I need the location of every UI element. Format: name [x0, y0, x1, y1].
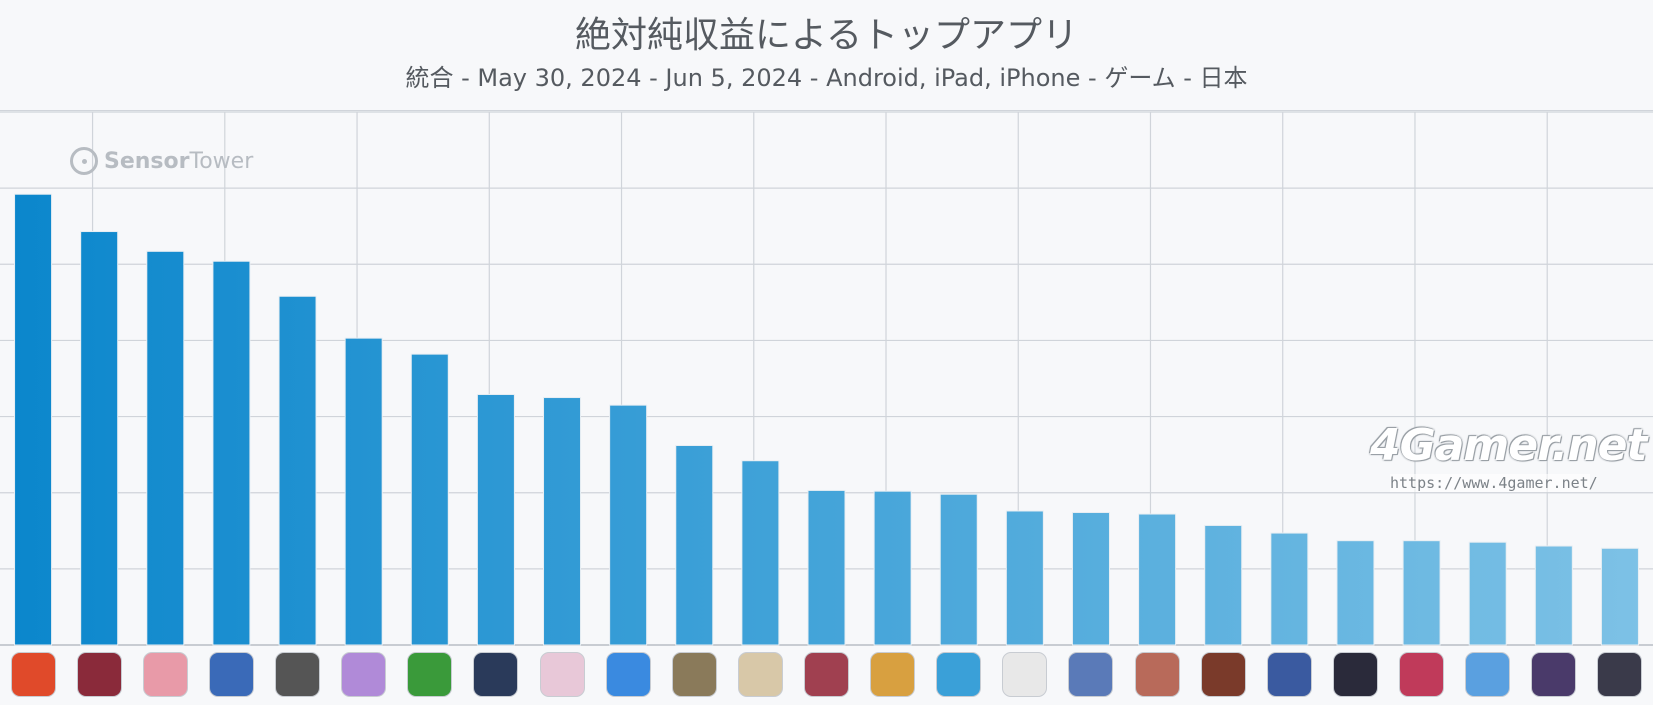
pokeball-icon[interactable]: [1002, 652, 1048, 697]
sensor-tower-watermark: SensorTower: [70, 144, 253, 178]
tsum-tsum-icon[interactable]: [936, 652, 982, 697]
blonde-girl-icon[interactable]: [737, 652, 783, 697]
bar-25[interactable]: [1600, 547, 1639, 646]
bar-1[interactable]: [14, 193, 53, 646]
bar-16[interactable]: [1005, 510, 1044, 646]
math-puzzle-icon[interactable]: [1465, 652, 1511, 697]
red-music-girl-icon[interactable]: [1399, 652, 1445, 697]
bar-chart: [0, 111, 1653, 646]
bar-12[interactable]: [741, 460, 780, 646]
samurai-icon[interactable]: [1200, 652, 1246, 697]
4gamer-url-watermark: https://www.4gamer.net/: [1390, 474, 1598, 492]
dark-robot-icon[interactable]: [473, 652, 519, 697]
white-hair-girl-icon[interactable]: [539, 652, 585, 697]
green-mushroom-icon[interactable]: [407, 652, 453, 697]
red-monster-icon[interactable]: [10, 652, 56, 697]
purple-anime-girl-icon[interactable]: [341, 652, 387, 697]
sensor-tower-logo-icon: [70, 147, 98, 175]
bar-8[interactable]: [476, 393, 515, 646]
bar-2[interactable]: [80, 231, 119, 646]
bar-9[interactable]: [543, 397, 582, 646]
bar-19[interactable]: [1204, 524, 1243, 646]
bar-4[interactable]: [212, 260, 251, 646]
bar-18[interactable]: [1138, 513, 1177, 646]
bar-24[interactable]: [1534, 545, 1573, 646]
black-hair-girl-icon[interactable]: [1597, 652, 1643, 697]
red-hair-girl-icon[interactable]: [804, 652, 849, 697]
4gamer-logo-watermark: 4Gamer.net: [1370, 420, 1647, 471]
soldier-icon[interactable]: [671, 652, 717, 697]
bar-23[interactable]: [1468, 541, 1507, 646]
bar-13[interactable]: [807, 489, 846, 646]
bar-7[interactable]: [410, 353, 449, 646]
clash-king-icon[interactable]: [870, 652, 916, 697]
bar-6[interactable]: [344, 337, 383, 646]
red-dragon-icon[interactable]: [76, 652, 122, 697]
baseball-team-icon[interactable]: [275, 652, 321, 697]
sensor-tower-word-bold: Sensor: [104, 148, 190, 174]
bar-20[interactable]: [1270, 532, 1309, 646]
chart-title: 絶対純収益によるトップアプリ: [575, 15, 1078, 56]
chart-subtitle: 統合 - May 30, 2024 - Jun 5, 2024 - Androi…: [405, 64, 1248, 92]
bar-14[interactable]: [873, 490, 912, 646]
bar-17[interactable]: [1071, 512, 1110, 646]
bar-3[interactable]: [146, 250, 185, 646]
bar-21[interactable]: [1336, 540, 1375, 646]
bars: [14, 193, 1639, 646]
dark-warrior-icon[interactable]: [1332, 652, 1378, 697]
bar-10[interactable]: [609, 404, 648, 646]
header-divider: [0, 110, 1653, 111]
anime-group-icon[interactable]: [1134, 652, 1180, 697]
bar-22[interactable]: [1402, 540, 1441, 646]
bar-15[interactable]: [939, 493, 978, 646]
blue-planet-icon[interactable]: [1266, 652, 1312, 697]
bar-11[interactable]: [675, 445, 714, 646]
bar-5[interactable]: [278, 295, 317, 646]
pink-hair-girl-icon[interactable]: [142, 652, 188, 697]
white-hair-boy-icon[interactable]: [208, 652, 254, 697]
blue-runner-icon[interactable]: [605, 652, 651, 697]
blue-hair-girl-icon[interactable]: [1068, 652, 1114, 697]
sensor-tower-word-light: Tower: [189, 148, 254, 174]
app-icon-row: [0, 652, 1653, 702]
soccer-team-icon[interactable]: [1531, 652, 1577, 697]
